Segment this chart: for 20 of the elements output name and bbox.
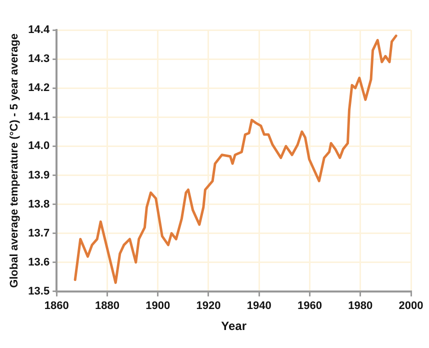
- x-tick-label: 1920: [196, 300, 221, 312]
- y-tick-label: 14.2: [28, 82, 50, 94]
- x-tick-label: 1960: [298, 300, 322, 312]
- y-tick-label: 14.0: [28, 140, 50, 152]
- x-tick-label: 1940: [246, 300, 272, 312]
- y-tick-label: 13.8: [28, 198, 50, 210]
- y-tick-label: 13.9: [28, 169, 50, 182]
- x-tick-label: 1900: [146, 300, 170, 312]
- y-tick-label: 13.5: [28, 285, 50, 298]
- y-tick-label: 14.3: [28, 53, 50, 66]
- x-tick-label: 1880: [94, 300, 120, 312]
- y-tick-label: 13.7: [28, 227, 50, 240]
- y-tick-label: 13.6: [28, 256, 50, 268]
- x-axis-title: Year: [221, 319, 247, 334]
- x-tick-label: 1860: [44, 300, 69, 312]
- x-tick-label: 1980: [348, 300, 373, 312]
- y-tick-label: 14.4: [28, 24, 50, 36]
- x-tick-label: 2000: [398, 300, 424, 312]
- y-tick-label: 14.1: [28, 111, 50, 124]
- y-axis-title: Global average temperature (°C) - 5 year average: [8, 33, 21, 288]
